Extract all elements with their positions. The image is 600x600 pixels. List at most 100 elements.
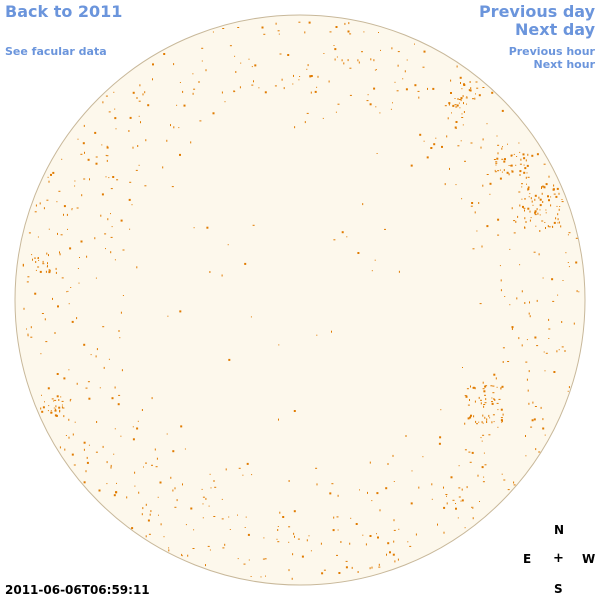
facula-mark — [477, 474, 479, 477]
facula-mark — [221, 274, 223, 277]
facula-mark — [443, 506, 446, 509]
facula-mark — [534, 214, 537, 216]
facula-mark — [276, 538, 278, 540]
facula-mark — [541, 187, 542, 189]
facula-mark — [492, 392, 495, 394]
facula-mark — [544, 370, 546, 372]
facula-mark — [275, 22, 277, 25]
facula-mark — [507, 489, 510, 491]
facula-mark — [39, 270, 42, 273]
facula-mark — [422, 66, 425, 68]
facula-mark — [367, 491, 368, 494]
facula-mark — [108, 177, 110, 179]
facula-mark — [418, 486, 420, 489]
facula-mark — [560, 225, 562, 228]
facula-mark — [435, 137, 437, 139]
facula-mark — [138, 100, 141, 102]
facula-mark — [83, 481, 86, 484]
back-to-year-link[interactable]: Back to 2011 — [5, 2, 123, 21]
facula-mark — [469, 81, 471, 83]
facula-mark — [237, 27, 240, 28]
facula-mark — [113, 494, 116, 497]
next-hour-link[interactable]: Next hour — [533, 58, 596, 71]
previous-day-link[interactable]: Previous day — [478, 2, 595, 21]
facula-mark — [35, 269, 37, 271]
facula-mark — [515, 220, 517, 223]
facula-mark — [482, 434, 485, 436]
facula-mark — [94, 237, 96, 240]
facula-mark — [501, 421, 502, 423]
facula-mark — [499, 169, 501, 171]
facula-mark — [61, 400, 64, 402]
facula-mark — [56, 373, 59, 375]
facula-mark — [350, 517, 352, 519]
facula-mark — [502, 347, 505, 349]
facula-mark — [40, 407, 42, 410]
facula-mark — [458, 496, 461, 498]
facula-mark — [410, 502, 413, 505]
facula-mark — [471, 202, 474, 204]
facula-mark — [398, 270, 400, 273]
facula-mark — [298, 79, 300, 81]
next-day-link[interactable]: Next day — [515, 20, 595, 39]
facula-mark — [237, 558, 239, 560]
facula-mark — [497, 409, 499, 411]
facula-mark — [439, 436, 442, 439]
facula-mark — [306, 68, 308, 70]
facula-mark — [139, 84, 141, 87]
facula-mark — [482, 481, 485, 483]
facula-mark — [144, 185, 147, 187]
facula-mark — [37, 257, 39, 259]
facula-mark — [336, 554, 338, 556]
facula-mark — [129, 116, 132, 119]
facula-mark — [386, 553, 387, 556]
previous-hour-link[interactable]: Previous hour — [508, 45, 595, 58]
facula-mark — [349, 67, 352, 69]
facula-mark — [550, 196, 552, 198]
facula-mark — [392, 102, 393, 104]
facula-mark — [336, 56, 338, 58]
facula-mark — [407, 541, 409, 543]
facula-mark — [301, 555, 304, 558]
facula-mark — [376, 492, 379, 495]
facula-mark — [443, 531, 445, 534]
facula-mark — [476, 230, 478, 232]
facula-mark — [363, 31, 365, 33]
facula-mark — [221, 91, 223, 94]
facula-mark — [558, 192, 560, 195]
facula-mark — [110, 213, 111, 215]
facula-mark — [348, 22, 350, 25]
facula-mark — [458, 465, 460, 467]
facula-mark — [83, 448, 85, 451]
facula-mark — [329, 492, 332, 495]
facula-mark — [461, 88, 463, 90]
facula-mark — [534, 211, 537, 214]
facula-mark — [367, 94, 369, 96]
facula-mark — [457, 517, 459, 519]
facula-mark — [48, 405, 50, 407]
facula-mark — [529, 219, 531, 222]
facula-mark — [440, 409, 442, 411]
facula-mark — [523, 171, 526, 174]
facula-mark — [137, 145, 139, 147]
facula-mark — [27, 333, 29, 336]
facula-mark — [460, 500, 462, 502]
facula-mark — [384, 228, 386, 230]
facula-mark — [288, 526, 291, 528]
facula-mark — [202, 496, 205, 498]
facula-mark — [376, 533, 377, 535]
facula-mark — [503, 479, 506, 481]
facula-mark — [50, 411, 53, 414]
facula-mark — [530, 426, 533, 428]
facula-mark — [464, 422, 466, 425]
facula-mark — [122, 295, 124, 296]
facula-mark — [159, 481, 162, 484]
facula-mark — [519, 174, 521, 176]
facula-mark — [548, 338, 550, 339]
facula-mark — [461, 499, 464, 502]
facula-mark — [102, 326, 105, 328]
facula-mark — [87, 381, 90, 383]
facula-mark — [243, 563, 246, 565]
facular-data-link[interactable]: See facular data — [5, 45, 107, 58]
